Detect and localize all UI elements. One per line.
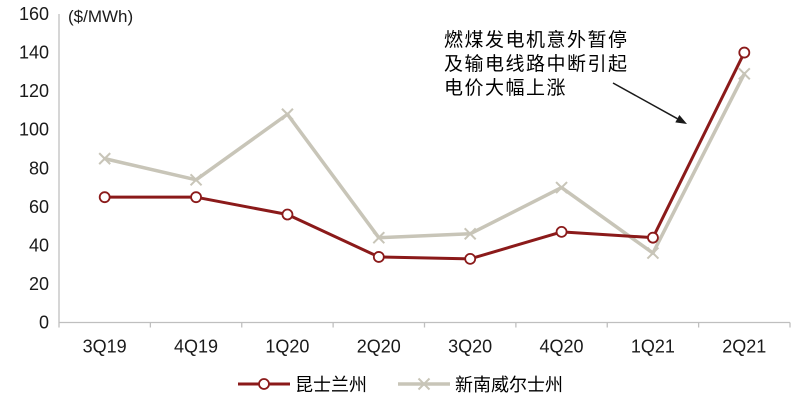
- data-point-marker-circle: [281, 208, 294, 221]
- y-axis-tick-label: 20: [29, 274, 49, 294]
- legend-item-nsw: 新南威尔士州: [397, 371, 563, 397]
- data-point-marker-x: [463, 227, 477, 241]
- x-axis-tick-label: 4Q19: [174, 337, 218, 357]
- data-point-marker-x: [555, 181, 568, 194]
- data-point-marker-circle: [98, 191, 111, 204]
- legend-item-qld: 昆士兰州: [237, 371, 367, 397]
- annotation-line-1: 燃煤发电机意外暂停: [444, 30, 629, 51]
- x-axis-tick-label: 4Q20: [540, 337, 584, 357]
- chart-legend: 昆士兰州 新南威尔士州: [0, 371, 800, 397]
- x-axis-tick-label: 2Q21: [722, 337, 766, 357]
- data-point-marker-circle: [555, 225, 568, 238]
- data-point-marker-circle: [258, 378, 270, 390]
- data-point-marker-circle: [464, 252, 477, 265]
- y-axis-tick-label: 100: [19, 120, 49, 140]
- chart-annotation: 燃煤发电机意外暂停 及输电线路中断引起 电价大幅上涨: [444, 29, 629, 101]
- annotation-arrowhead-icon: [675, 115, 687, 124]
- data-point-marker-circle: [372, 251, 385, 263]
- data-point-marker-x: [646, 246, 660, 260]
- y-axis-tick-label: 80: [29, 158, 49, 178]
- data-point-marker-x: [738, 67, 751, 80]
- x-axis-tick-label: 1Q21: [631, 337, 675, 357]
- y-axis-tick-label: 40: [29, 235, 49, 255]
- y-axis-tick-label: 140: [19, 43, 49, 63]
- annotation-line-3: 电价大幅上涨: [444, 78, 568, 99]
- y-axis-tick-label: 160: [19, 4, 49, 24]
- x-axis-tick-label: 3Q19: [83, 337, 127, 357]
- data-point-marker-x: [281, 108, 294, 121]
- data-point-marker-x: [417, 377, 431, 391]
- data-point-marker-circle: [647, 231, 659, 244]
- y-axis-tick-label: 0: [39, 313, 49, 333]
- x-axis-tick-label: 2Q20: [357, 337, 401, 357]
- legend-line-circle-marker-icon: [237, 376, 291, 392]
- data-point-marker-x: [98, 152, 111, 165]
- annotation-line-2: 及输电线路中断引起: [444, 54, 629, 75]
- y-axis-tick-label: 60: [29, 197, 49, 217]
- data-point-marker-circle: [190, 191, 202, 204]
- y-axis-tick-label: 120: [19, 81, 49, 101]
- series-line-nsw: [102, 72, 747, 255]
- x-axis-tick-label: 3Q20: [448, 337, 492, 357]
- data-point-marker-circle: [738, 46, 751, 59]
- legend-label-qld: 昆士兰州: [295, 375, 367, 395]
- legend-label-nsw: 新南威尔士州: [455, 375, 563, 395]
- y-axis-unit-label: ($/MWh): [68, 7, 134, 26]
- x-axis-tick-label: 1Q20: [265, 337, 309, 357]
- annotation-arrow-line: [612, 82, 678, 120]
- data-point-marker-x: [189, 173, 203, 187]
- series-line-qld: [103, 51, 746, 261]
- legend-line-x-marker-icon: [397, 376, 451, 392]
- data-point-marker-x: [372, 231, 386, 244]
